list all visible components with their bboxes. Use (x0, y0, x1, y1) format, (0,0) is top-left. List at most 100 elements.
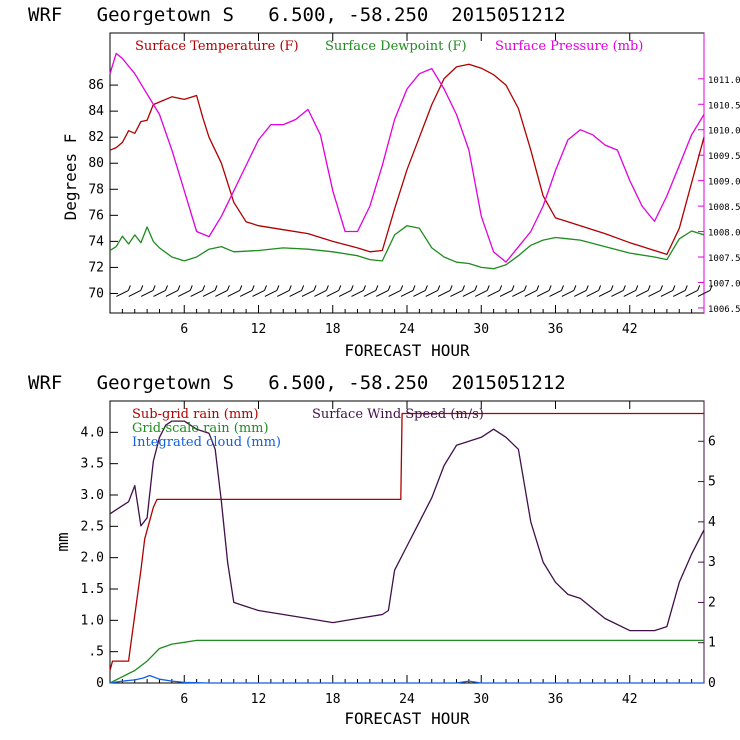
wind-barb-flag (561, 285, 564, 291)
wind-barb-flag (325, 285, 329, 291)
y2-tick-label: 1008.0 (708, 229, 740, 239)
legend-gridscale-rain: Grid-scale rain (mm) (132, 421, 269, 436)
bottom-y2-ticks: 0 1 2 3 4 5 6 (698, 434, 716, 691)
wind-barb (450, 290, 463, 297)
wind-barb (487, 290, 500, 297)
y2-tick-label: 3 (708, 555, 716, 570)
legend-temperature: Surface Temperature (F) (135, 39, 299, 54)
wind-barb (227, 290, 240, 297)
wind-barb-flag (486, 285, 490, 291)
wind-barb-flag (127, 285, 131, 291)
bottom-series-group (109, 412, 705, 684)
y2-tick-label: 1010.5 (708, 101, 740, 111)
wind-barb (635, 290, 649, 297)
top-chart-title: WRF Georgetown S 6.500, -58.250 20150512… (28, 4, 566, 26)
y-tick-label: 1.5 (81, 582, 104, 597)
wind-barb-flag (697, 285, 701, 291)
wind-barb (549, 290, 562, 297)
wind-barb (536, 290, 550, 297)
wind-barb-flag (400, 285, 404, 291)
wind-barb (388, 290, 401, 297)
top-y2-ticks: 1006.5 1007.0 1007.5 1008.0 1008.5 1009.0 1009… (698, 76, 740, 315)
x-tick-label: 24 (399, 692, 415, 707)
top-x-axis-label: FORECAST HOUR (344, 341, 470, 360)
top-x-ticks: 6 12 18 24 30 36 42 (121, 33, 693, 337)
x-tick-label: 18 (325, 322, 341, 337)
wind-barb (264, 290, 278, 297)
legend-dewpoint: Surface Dewpoint (F) (325, 39, 467, 54)
wind-barb-flag (165, 285, 168, 291)
x-tick-label: 6 (180, 692, 188, 707)
wind-barb (351, 290, 364, 297)
wind-barb (326, 290, 339, 297)
wind-barb-flag (622, 285, 626, 291)
y2-tick-label: 1 (708, 636, 716, 651)
wind-barb (685, 290, 698, 297)
x-tick-label: 12 (251, 322, 267, 337)
x-tick-label: 42 (622, 692, 638, 707)
wind-barb (202, 290, 216, 297)
bottom-y-ticks: 0 .5 1.0 1.5 2.0 2.5 3.0 3.5 4.0 (81, 425, 118, 691)
y2-tick-label: 1011.0 (708, 76, 740, 86)
x-tick-label: 36 (548, 692, 564, 707)
wind-barb-flag (313, 285, 317, 291)
wind-barb-flag (387, 285, 391, 291)
bottom-y-axis-label: mm (53, 532, 72, 551)
wind-barb-flag (350, 285, 354, 291)
wind-barb-flag (660, 285, 663, 291)
wind-barb (277, 290, 290, 297)
top-y-ticks: 70 72 74 76 78 80 82 84 86 (88, 78, 118, 301)
wind-barb-flag (462, 285, 465, 291)
wind-barb (165, 290, 179, 297)
wind-barb (376, 290, 389, 297)
x-tick-label: 24 (399, 322, 415, 337)
legend-subgrid-rain: Sub-grid rain (mm) (132, 407, 259, 422)
wind-barb-flag (226, 285, 230, 291)
wind-barb (561, 290, 575, 297)
series-line-3 (109, 420, 705, 632)
wind-barb-flag (449, 285, 453, 291)
y-tick-label: 78 (88, 182, 104, 197)
y2-tick-label: 4 (708, 515, 716, 530)
y2-tick-label: 0 (708, 676, 716, 691)
wind-barb (437, 290, 451, 297)
wind-barb-flag (610, 285, 614, 291)
top-plot-frame (109, 32, 705, 314)
wind-barb-flag (412, 285, 416, 291)
wind-barb-flag (424, 285, 428, 291)
wind-barb-flag (239, 285, 243, 291)
y-tick-label: 2.5 (81, 519, 104, 534)
y-tick-label: 74 (88, 234, 104, 249)
bottom-chart-title: WRF Georgetown S 6.500, -58.250 20150512… (28, 372, 566, 394)
legend-pressure: Surface Pressure (mb) (495, 39, 643, 54)
y-tick-label: 80 (88, 156, 104, 171)
wind-barb-flag (140, 285, 144, 291)
y-tick-label: 2.0 (81, 551, 104, 566)
y-tick-label: 3.0 (81, 488, 104, 503)
wind-barb-flag (189, 285, 193, 291)
wind-barb (413, 290, 426, 297)
series-line-1 (109, 639, 704, 684)
wind-barb (598, 290, 612, 297)
y-tick-label: 4.0 (81, 425, 104, 440)
x-tick-label: 36 (548, 322, 564, 337)
y2-tick-label: 2 (708, 595, 716, 610)
y2-tick-label: 6 (708, 434, 716, 449)
x-tick-label: 12 (251, 692, 267, 707)
wind-barb (499, 290, 513, 297)
wind-barb-flag (536, 285, 540, 291)
series-line-0 (109, 412, 704, 671)
wind-barb-flag (375, 285, 379, 291)
x-tick-label: 30 (473, 692, 489, 707)
y-tick-label: 1.0 (81, 613, 104, 628)
wind-barb-flag (177, 285, 181, 291)
wind-barb-flag (474, 285, 478, 291)
wind-barb (289, 290, 302, 297)
precip-panel: WRF Georgetown S 6.500, -58.250 20150512… (28, 372, 716, 728)
wind-barb (512, 290, 525, 297)
wind-barb (611, 290, 624, 297)
series-line-1 (109, 225, 705, 270)
wind-barb-flag (635, 285, 639, 291)
wind-barb (574, 290, 587, 297)
